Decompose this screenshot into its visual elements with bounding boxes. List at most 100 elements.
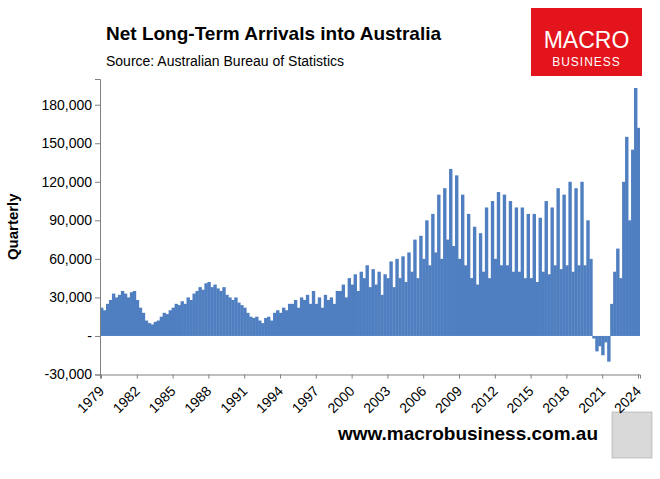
x-tick: 2021 (575, 375, 608, 417)
x-tick-mark (566, 375, 567, 379)
bar (380, 295, 383, 336)
x-tick: 1985 (145, 375, 178, 417)
bar (315, 304, 318, 336)
bar (333, 304, 336, 336)
bar (187, 297, 190, 336)
x-tick-label: 2003 (360, 383, 393, 416)
x-tick: 2009 (432, 375, 465, 417)
title: Net Long-Term Arrivals into Australia (106, 23, 441, 44)
bar (312, 291, 315, 336)
bar (413, 240, 416, 336)
bar (482, 272, 485, 336)
bar (604, 336, 607, 342)
y-tick: -30,000 (45, 366, 100, 382)
bar (148, 323, 151, 336)
x-tick: 1991 (217, 375, 250, 417)
bar (109, 300, 112, 336)
bar (473, 227, 476, 336)
bar (464, 265, 467, 336)
subtitle: Source: Australian Bureau of Statistics (106, 53, 344, 69)
x-tick: 1979 (74, 375, 107, 417)
bar (556, 188, 559, 336)
x-tick-label: 1991 (217, 383, 250, 416)
bar (294, 300, 297, 336)
x-tick-mark (638, 375, 639, 379)
x-tick-mark (316, 375, 317, 379)
logo-subtext: BUSINESS (552, 55, 621, 69)
bar (303, 300, 306, 336)
bar (595, 336, 598, 351)
bar (521, 207, 524, 335)
bar (228, 297, 231, 336)
bar (351, 285, 354, 336)
bar (291, 304, 294, 336)
bar (577, 265, 580, 336)
bar (327, 300, 330, 336)
x-tick: 2012 (468, 375, 501, 417)
y-tick: 180,000 (41, 97, 100, 113)
bar (506, 265, 509, 336)
bar (213, 285, 216, 336)
bar (127, 297, 130, 336)
bar (542, 272, 545, 336)
bar (210, 287, 213, 336)
y-tick-mark (95, 375, 100, 376)
x-tick: 2000 (324, 375, 357, 417)
plot-area: -30,000-30,00060,00090,000120,000150,000… (41, 80, 644, 417)
bar (488, 278, 491, 336)
bar (559, 269, 562, 336)
bar (309, 304, 312, 336)
logo-box (531, 8, 642, 76)
bar (431, 214, 434, 336)
bar (273, 313, 276, 336)
y-tick-mark (95, 143, 100, 144)
bar (103, 310, 106, 336)
x-tick: 2003 (360, 375, 393, 417)
x-tick: 1982 (110, 375, 143, 417)
bar (377, 272, 380, 336)
bar (416, 278, 419, 336)
y-tick-label: 60,000 (49, 251, 92, 267)
bar (371, 269, 374, 336)
bar (369, 287, 372, 336)
y-tick: 60,000 (49, 251, 100, 267)
bar (181, 301, 184, 336)
y-tick-label: -30,000 (45, 366, 93, 382)
bar (622, 182, 625, 336)
y-tick-mark (95, 182, 100, 183)
y-axis-title: Quarterly (4, 193, 21, 260)
x-tick-label: 2015 (503, 383, 536, 416)
bar (437, 195, 440, 336)
bar (410, 272, 413, 336)
x-tick-label: 2024 (611, 383, 644, 416)
x-tick: 2024 (611, 375, 644, 417)
bar (574, 188, 577, 336)
x-tick-label: 1988 (181, 383, 214, 416)
x-tick: 1988 (181, 375, 214, 417)
bar (625, 137, 628, 336)
bar (121, 291, 124, 336)
x-tick-mark (101, 375, 102, 379)
bar (240, 305, 243, 336)
x-axis: 1979198219851988199119941997200020032006… (74, 375, 645, 417)
bar (267, 317, 270, 336)
x-tick: 1997 (289, 375, 322, 417)
bar (550, 207, 553, 335)
bar (321, 308, 324, 336)
bar (425, 220, 428, 336)
bar (589, 259, 592, 336)
bar (357, 291, 360, 336)
bar (255, 317, 258, 336)
y-axis: -30,000-30,00060,00090,000120,000150,000… (41, 80, 100, 383)
bar (479, 233, 482, 336)
bar (342, 285, 345, 336)
bar (154, 322, 157, 336)
bar (598, 336, 601, 346)
bar (264, 318, 267, 336)
bar (136, 300, 139, 336)
bar (500, 265, 503, 336)
bar (428, 265, 431, 336)
bar (175, 304, 178, 336)
bar (276, 310, 279, 336)
bar (282, 308, 285, 336)
